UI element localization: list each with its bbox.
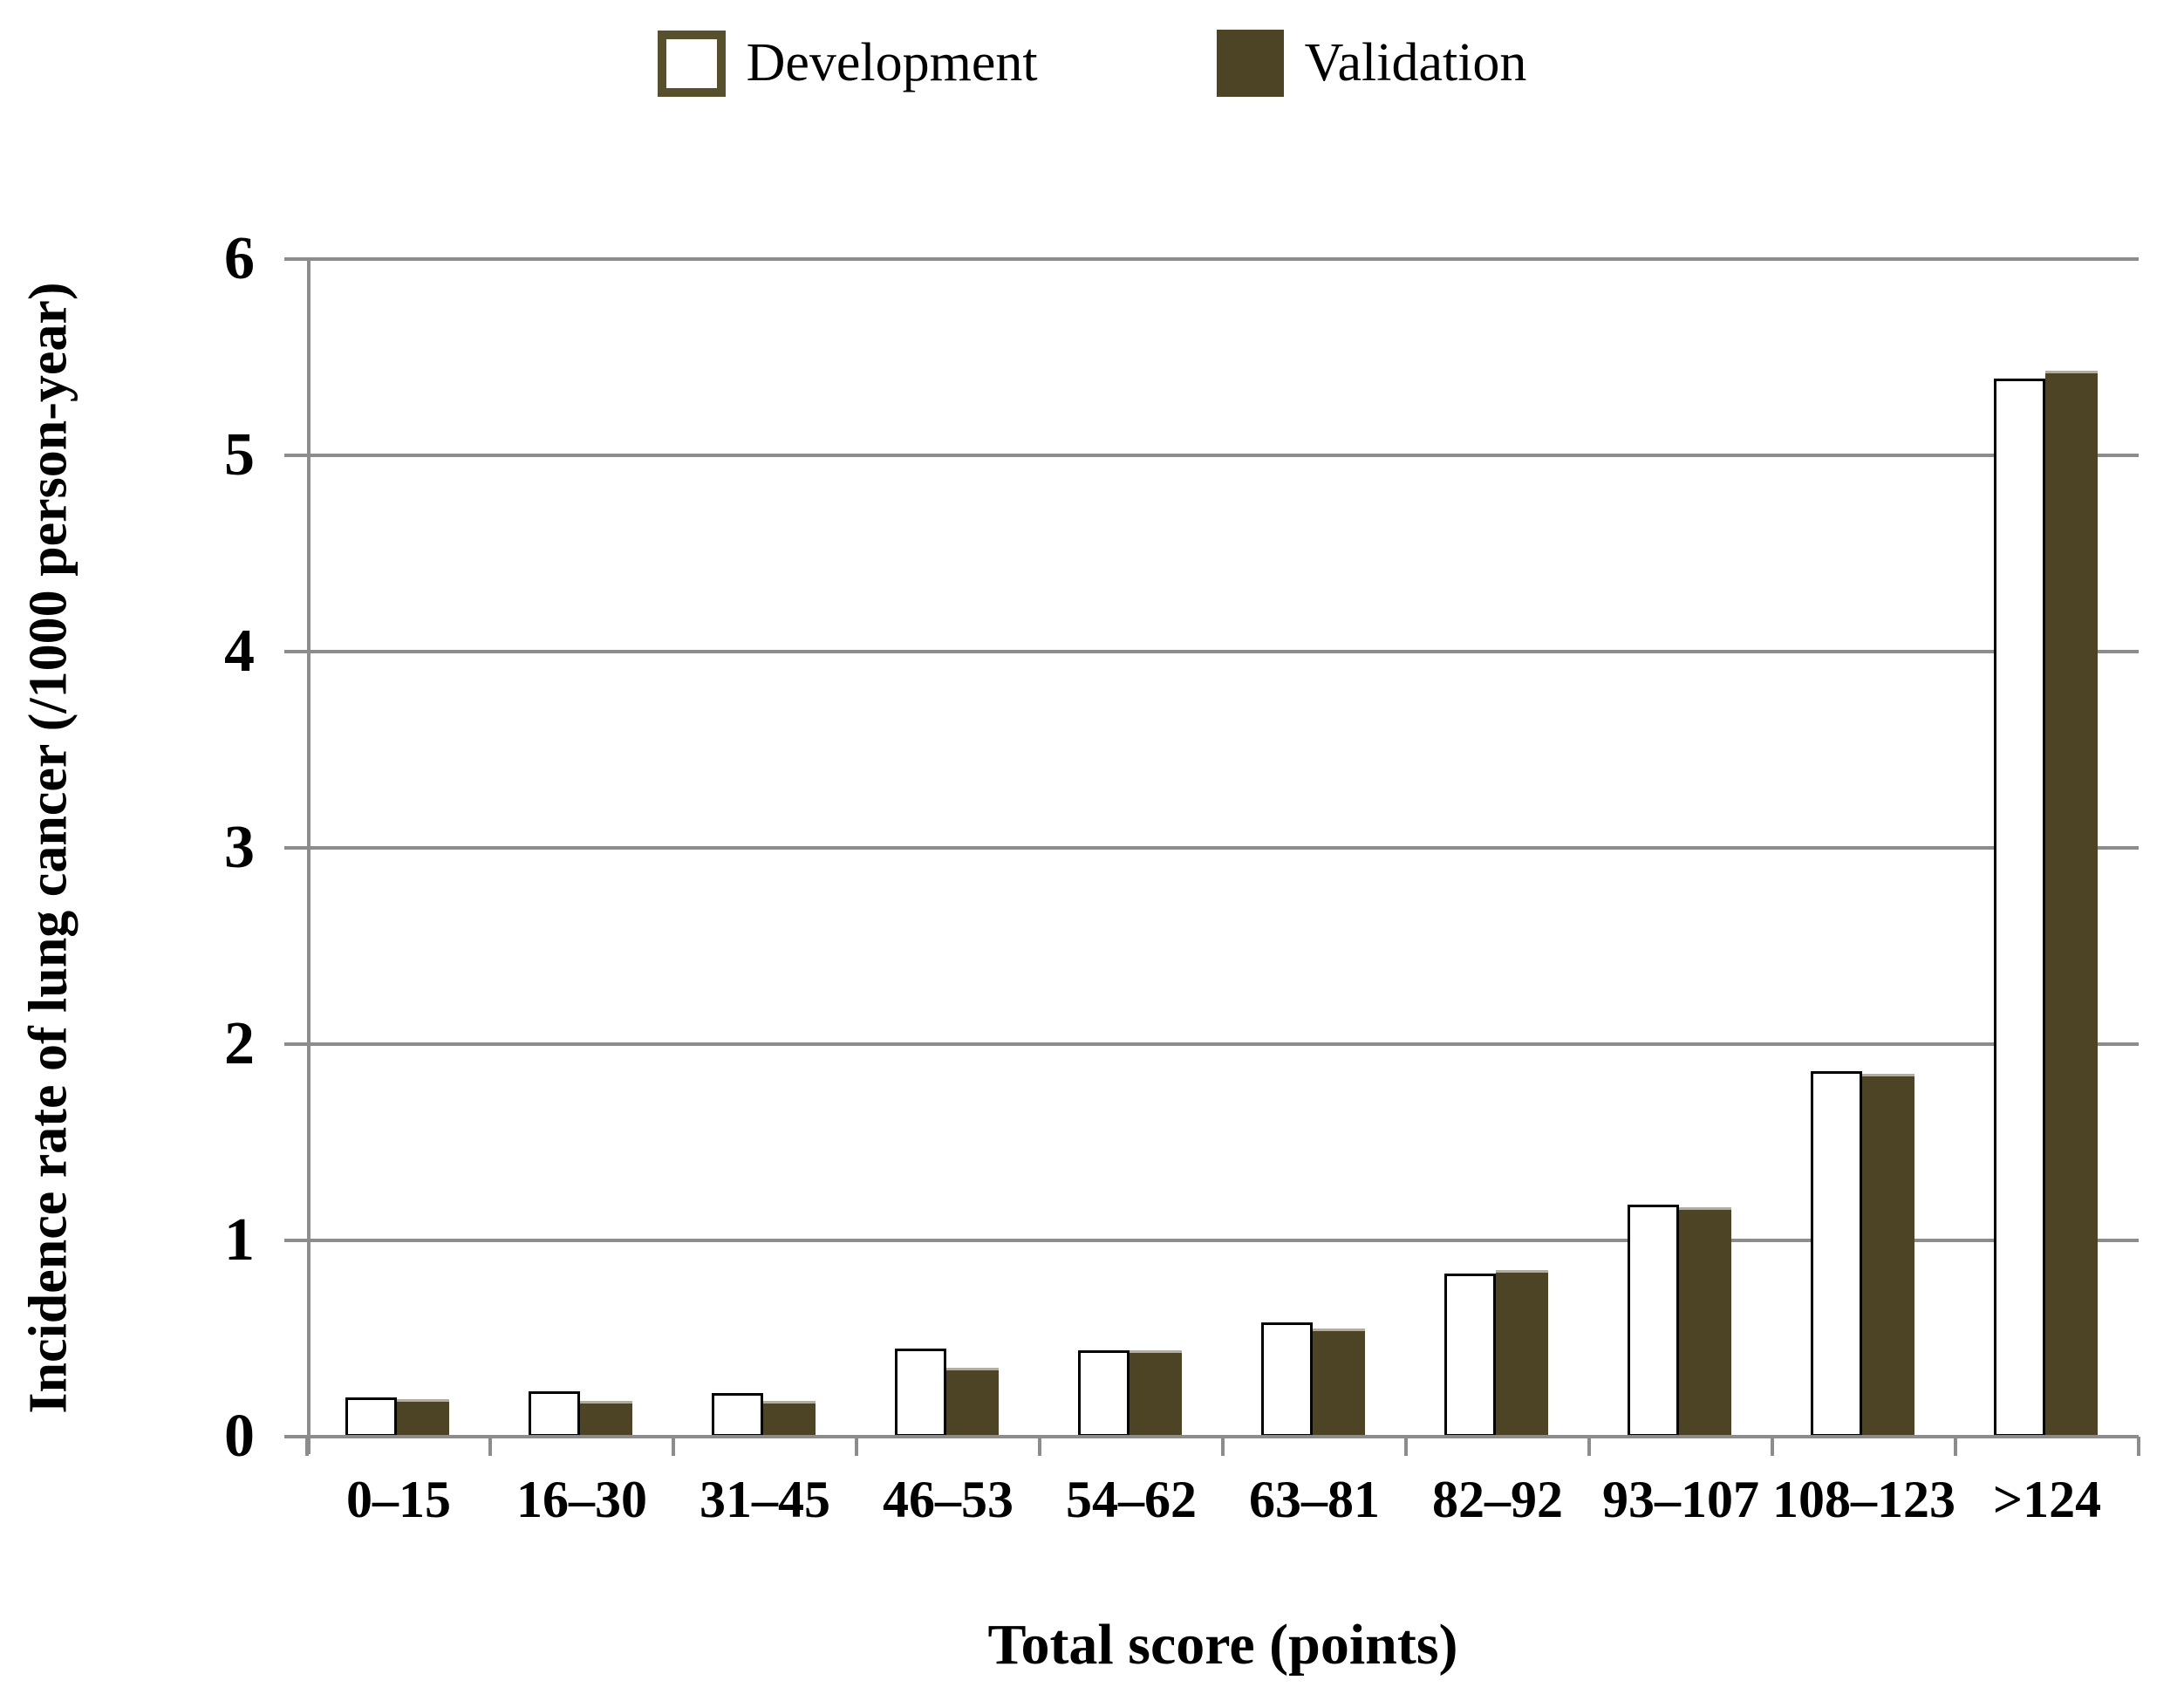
- bar-development-5: [1261, 1322, 1314, 1437]
- bar-validation-1: [579, 1401, 632, 1437]
- x-axis-title: Total score (points): [987, 1613, 1458, 1677]
- y-tick-label-0: 0: [224, 1403, 255, 1470]
- gridline-y-5: [284, 454, 2139, 457]
- y-tick-label-3: 3: [224, 814, 255, 881]
- y-tick-label-4: 4: [224, 618, 255, 685]
- x-axis-line: [284, 1435, 2139, 1438]
- y-axis-title: Incidence rate of lung cancer (/1000 per…: [18, 282, 78, 1414]
- x-category-label-0: 0–15: [346, 1471, 451, 1528]
- gridline-y-1: [284, 1239, 2139, 1242]
- x-category-label-1: 16–30: [516, 1471, 647, 1528]
- bar-development-4: [1078, 1350, 1130, 1437]
- legend-label-development: Development: [746, 33, 1038, 92]
- bar-validation-8: [1861, 1074, 1914, 1437]
- bar-development-9: [1994, 379, 2046, 1437]
- legend-item-development: Development: [657, 30, 1038, 97]
- development-swatch-icon: [657, 30, 726, 97]
- bar-development-6: [1444, 1274, 1497, 1437]
- x-axis-tick-1: [488, 1437, 492, 1456]
- x-axis-tick-3: [855, 1437, 858, 1456]
- bar-development-8: [1811, 1071, 1863, 1437]
- legend-item-validation: Validation: [1216, 30, 1527, 97]
- x-category-label-4: 54–62: [1066, 1471, 1197, 1528]
- gridline-y-4: [284, 650, 2139, 653]
- x-axis-tick-9: [1954, 1437, 1957, 1456]
- x-axis-tick-6: [1404, 1437, 1408, 1456]
- bar-validation-4: [1129, 1350, 1182, 1437]
- legend-label-validation: Validation: [1304, 33, 1527, 92]
- x-category-label-2: 31–45: [700, 1471, 830, 1528]
- gridline-y-6: [284, 257, 2139, 261]
- bar-development-2: [712, 1393, 764, 1437]
- x-category-label-5: 63–81: [1249, 1471, 1380, 1528]
- bar-validation-5: [1312, 1329, 1365, 1437]
- validation-swatch-icon: [1216, 30, 1284, 97]
- bar-validation-7: [1678, 1207, 1731, 1437]
- x-axis-tick-4: [1038, 1437, 1041, 1456]
- legend: Development Validation: [0, 30, 2184, 97]
- bar-validation-6: [1495, 1270, 1548, 1437]
- gridline-y-3: [284, 846, 2139, 850]
- y-axis-line: [307, 259, 311, 1454]
- x-category-label-3: 46–53: [883, 1471, 1014, 1528]
- bar-development-7: [1628, 1205, 1680, 1437]
- plot-area: 0 1 2 3 4 5 6 0–15 16–30 31–45 46–53 54–62 63–81 82–9…: [224, 225, 2140, 1527]
- bar-validation-3: [945, 1368, 999, 1437]
- x-axis-tick-2: [672, 1437, 675, 1456]
- bar-development-1: [529, 1391, 581, 1437]
- gridline-y-2: [284, 1042, 2139, 1046]
- y-tick-label-5: 5: [224, 421, 255, 488]
- x-category-label-6: 82–92: [1432, 1471, 1563, 1528]
- x-axis-tick-8: [1771, 1437, 1774, 1456]
- bar-development-0: [345, 1397, 398, 1437]
- x-category-label-9: >124: [1992, 1471, 2102, 1528]
- x-category-label-7: 93–107: [1602, 1471, 1759, 1528]
- x-axis-tick-7: [1587, 1437, 1591, 1456]
- bar-development-3: [895, 1349, 947, 1437]
- bar-validation-0: [396, 1399, 449, 1437]
- x-axis-tick-5: [1221, 1437, 1225, 1456]
- bar-validation-2: [762, 1401, 816, 1437]
- bar-validation-9: [2044, 371, 2098, 1437]
- y-tick-label-2: 2: [224, 1010, 255, 1077]
- y-tick-label-1: 1: [224, 1206, 255, 1274]
- x-axis-tick-10: [2137, 1437, 2140, 1456]
- x-category-label-8: 108–123: [1772, 1471, 1955, 1528]
- y-tick-label-6: 6: [224, 225, 255, 292]
